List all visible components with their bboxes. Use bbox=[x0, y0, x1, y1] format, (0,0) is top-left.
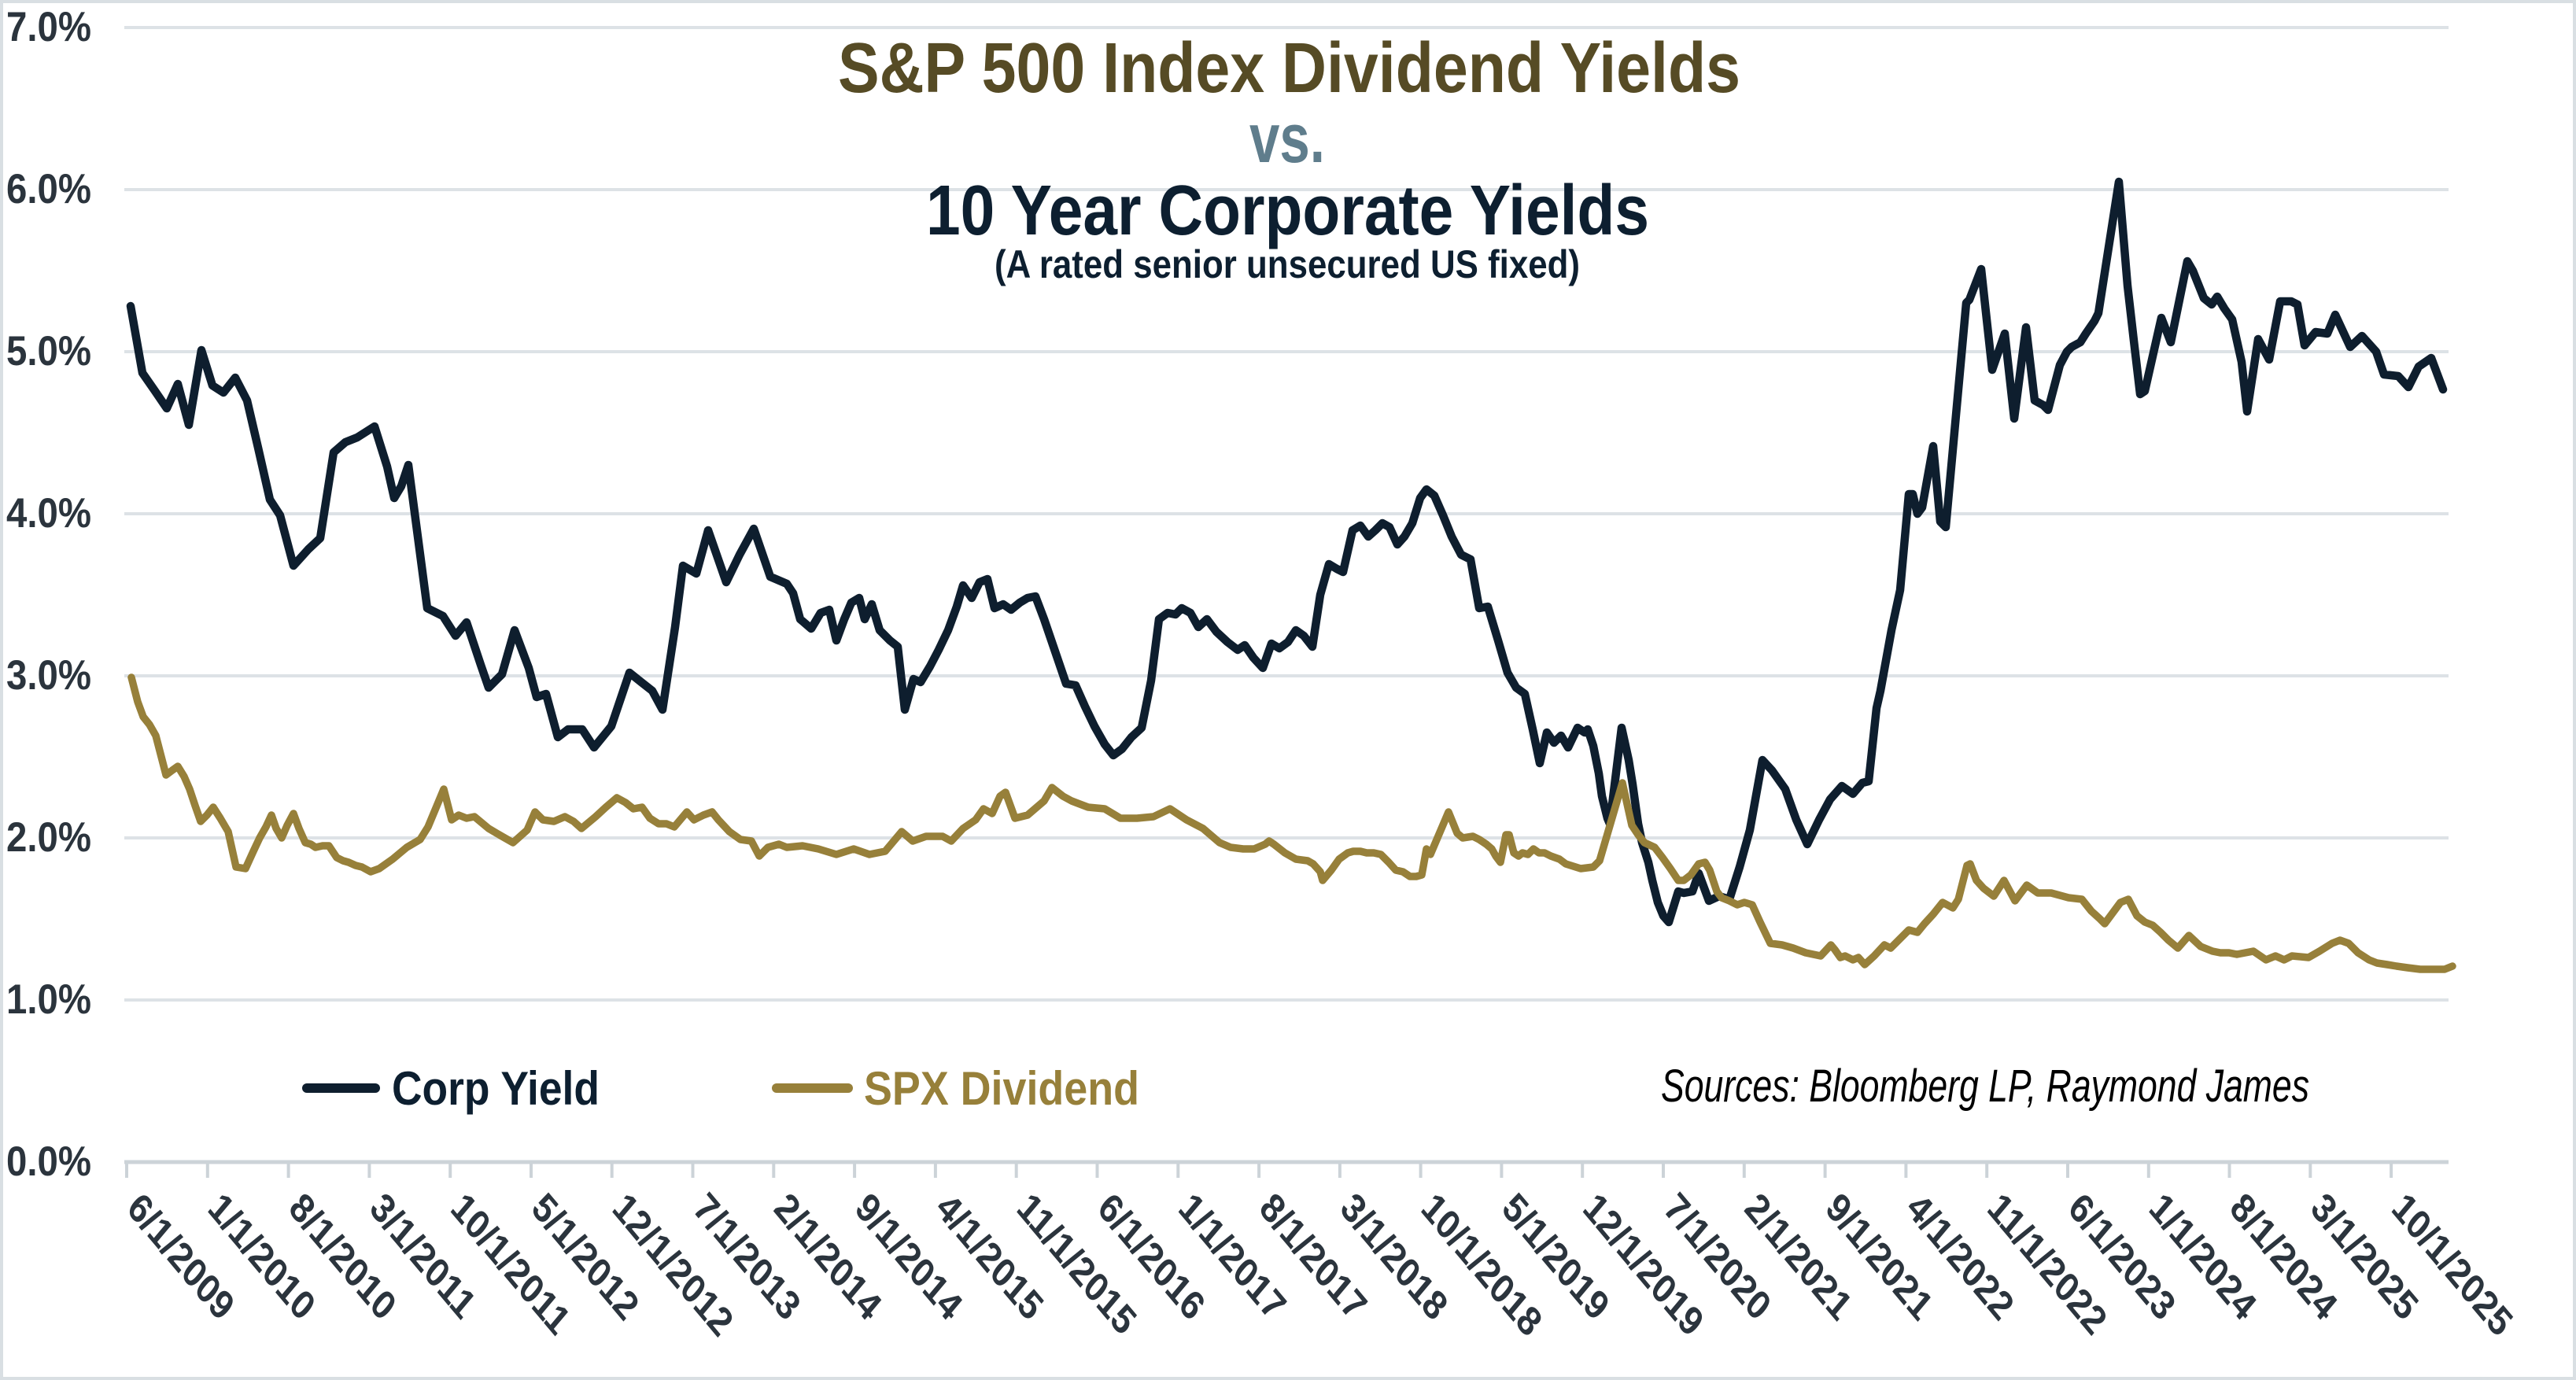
svg-text:6.0%: 6.0% bbox=[6, 166, 91, 212]
svg-text:SPX Dividend: SPX Dividend bbox=[864, 1062, 1139, 1115]
svg-text:0.0%: 0.0% bbox=[6, 1138, 91, 1185]
svg-text:S&P 500 Index Dividend Yields: S&P 500 Index Dividend Yields bbox=[838, 29, 1740, 108]
svg-text:7.0%: 7.0% bbox=[6, 4, 91, 50]
svg-text:4.0%: 4.0% bbox=[6, 490, 91, 537]
svg-text:1.0%: 1.0% bbox=[6, 976, 91, 1023]
svg-text:3.0%: 3.0% bbox=[6, 652, 91, 699]
svg-text:Corp Yield: Corp Yield bbox=[392, 1062, 600, 1115]
svg-text:Sources: Bloomberg LP, Raymond: Sources: Bloomberg LP, Raymond James bbox=[1661, 1061, 2309, 1112]
svg-text:(A rated senior unsecured US f: (A rated senior unsecured US fixed) bbox=[995, 242, 1580, 286]
svg-text:vs.: vs. bbox=[1249, 99, 1325, 177]
svg-text:5.0%: 5.0% bbox=[6, 328, 91, 375]
svg-text:2.0%: 2.0% bbox=[6, 814, 91, 861]
svg-text:10 Year Corporate Yields: 10 Year Corporate Yields bbox=[926, 172, 1649, 250]
